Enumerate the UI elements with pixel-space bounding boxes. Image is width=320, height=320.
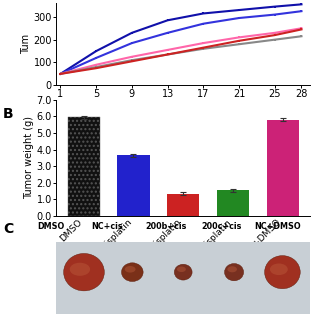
Bar (117, 155, 150, 216)
Bar (217, 190, 249, 216)
Y-axis label: Tumor weight (g): Tumor weight (g) (24, 116, 34, 199)
Text: NC+DMSO: NC+DMSO (254, 222, 301, 231)
Ellipse shape (174, 264, 192, 280)
Ellipse shape (125, 266, 136, 273)
Ellipse shape (64, 253, 104, 291)
Text: B: B (3, 107, 14, 121)
Ellipse shape (265, 256, 300, 289)
Ellipse shape (122, 263, 143, 282)
Text: C: C (3, 222, 13, 236)
Text: DMSO: DMSO (37, 222, 64, 231)
Ellipse shape (228, 266, 237, 272)
Ellipse shape (225, 264, 244, 281)
Text: NC+cis: NC+cis (91, 222, 123, 231)
FancyBboxPatch shape (56, 242, 310, 314)
Bar (68, 117, 100, 216)
Y-axis label: Tum: Tum (20, 34, 30, 54)
Text: 200c+cis: 200c+cis (202, 222, 242, 231)
Ellipse shape (270, 263, 288, 275)
Bar (267, 119, 299, 216)
Ellipse shape (177, 267, 186, 272)
Bar (167, 194, 199, 216)
Ellipse shape (70, 263, 90, 276)
Text: 200b+cis: 200b+cis (146, 222, 187, 231)
